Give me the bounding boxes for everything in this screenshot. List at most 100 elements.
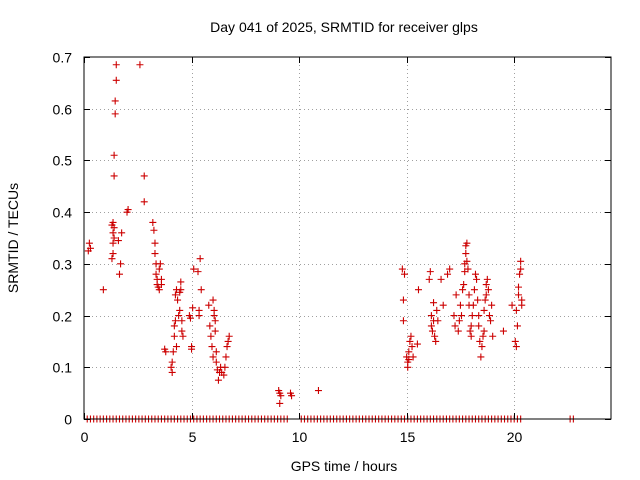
data-point (140, 172, 148, 180)
y-tick-label: 0 (64, 412, 72, 428)
data-point (156, 260, 164, 268)
data-point (398, 265, 406, 273)
data-point (482, 291, 490, 299)
data-point (124, 206, 132, 214)
data-point (111, 110, 119, 118)
data-point (404, 363, 412, 371)
data-point (186, 314, 194, 322)
data-point (117, 260, 125, 268)
data-point (408, 343, 416, 351)
data-point (487, 317, 495, 325)
y-tick-label: 0.1 (53, 360, 73, 376)
data-point (175, 312, 183, 320)
data-point (512, 343, 520, 351)
data-point (476, 337, 484, 345)
data-point (210, 306, 218, 314)
data-point (444, 270, 452, 278)
data-point (405, 356, 413, 364)
data-point (189, 304, 197, 312)
data-point (86, 244, 94, 252)
data-point (196, 255, 204, 263)
data-point (508, 301, 516, 309)
data-point (109, 239, 117, 247)
data-point (452, 291, 460, 299)
data-point (177, 278, 185, 286)
data-point (465, 291, 473, 299)
data-point (208, 343, 216, 351)
data-point (469, 301, 477, 309)
data-point (468, 312, 476, 320)
data-point (513, 322, 521, 330)
data-point (450, 312, 458, 320)
data-point (109, 229, 117, 237)
data-point (399, 317, 407, 325)
data-point (458, 312, 466, 320)
y-tick-label: 0.5 (53, 153, 73, 169)
data-point (149, 218, 157, 226)
data-point (168, 368, 176, 376)
data-point (425, 275, 433, 283)
data-point (479, 332, 487, 340)
data-point (108, 255, 116, 263)
data-point (171, 317, 179, 325)
data-point (162, 348, 170, 356)
data-point (209, 296, 217, 304)
data-point (467, 322, 475, 330)
x-axis-label: GPS time / hours (291, 458, 398, 474)
data-point (288, 392, 296, 400)
plot-frame (83, 56, 612, 420)
data-point (151, 239, 159, 247)
data-point (414, 286, 422, 294)
data-point (197, 286, 205, 294)
data-point (179, 332, 187, 340)
data-point (473, 275, 481, 283)
y-tick-label: 0.6 (53, 102, 73, 118)
data-point (409, 353, 417, 361)
data-point (433, 306, 441, 314)
data-point (222, 353, 230, 361)
data-point (515, 291, 523, 299)
data-point (205, 301, 213, 309)
x-tick-label: 15 (400, 429, 416, 445)
data-point (463, 239, 471, 247)
y-tick-label: 0.4 (53, 205, 73, 221)
data-point (214, 376, 222, 384)
data-point (406, 337, 414, 345)
data-point (446, 265, 454, 273)
data-point (155, 265, 163, 273)
ticks-layer (84, 57, 611, 420)
data-point (207, 332, 215, 340)
data-point (109, 250, 117, 258)
data-point (516, 270, 524, 278)
data-point (206, 322, 214, 330)
y-tick-label: 0.7 (53, 50, 73, 66)
x-tick-labels: 0 5 10 15 20 (81, 429, 523, 445)
data-point (413, 340, 421, 348)
data-point (167, 363, 175, 371)
data-point (485, 312, 493, 320)
data-point (434, 317, 442, 325)
data-point (499, 327, 507, 335)
data-point (471, 270, 479, 278)
data-point (155, 286, 163, 294)
data-point (110, 234, 118, 242)
data-point (470, 286, 478, 294)
data-point (176, 306, 184, 314)
data-point (462, 250, 470, 258)
data-point (475, 312, 483, 320)
data-point (481, 296, 489, 304)
data-point (188, 345, 196, 353)
data-point (118, 229, 126, 237)
x-tick-label: 10 (292, 429, 308, 445)
data-point (464, 265, 472, 273)
data-point (401, 270, 409, 278)
data-point (276, 399, 284, 407)
y-tick-label: 0.2 (53, 309, 73, 325)
data-point (115, 270, 123, 278)
data-point (426, 268, 434, 276)
data-point (151, 250, 159, 258)
data-point (212, 358, 220, 366)
data-point (277, 392, 285, 400)
data-point (110, 151, 118, 159)
